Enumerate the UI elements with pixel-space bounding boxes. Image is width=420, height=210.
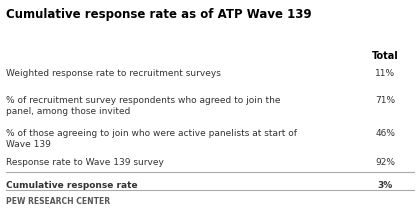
Text: 11%: 11% [375,70,395,79]
Text: Cumulative response rate: Cumulative response rate [5,181,137,190]
Text: Cumulative response rate as of ATP Wave 139: Cumulative response rate as of ATP Wave … [5,8,311,21]
Text: 3%: 3% [378,181,393,190]
Text: Total: Total [372,51,399,61]
Text: 46%: 46% [375,129,395,138]
Text: % of those agreeing to join who were active panelists at start of
Wave 139: % of those agreeing to join who were act… [5,129,297,149]
Text: Response rate to Wave 139 survey: Response rate to Wave 139 survey [5,158,163,167]
Text: % of recruitment survey respondents who agreed to join the
panel, among those in: % of recruitment survey respondents who … [5,96,280,116]
Text: PEW RESEARCH CENTER: PEW RESEARCH CENTER [5,197,110,206]
Text: 71%: 71% [375,96,395,105]
Text: 92%: 92% [375,158,395,167]
Text: Weighted response rate to recruitment surveys: Weighted response rate to recruitment su… [5,70,220,79]
